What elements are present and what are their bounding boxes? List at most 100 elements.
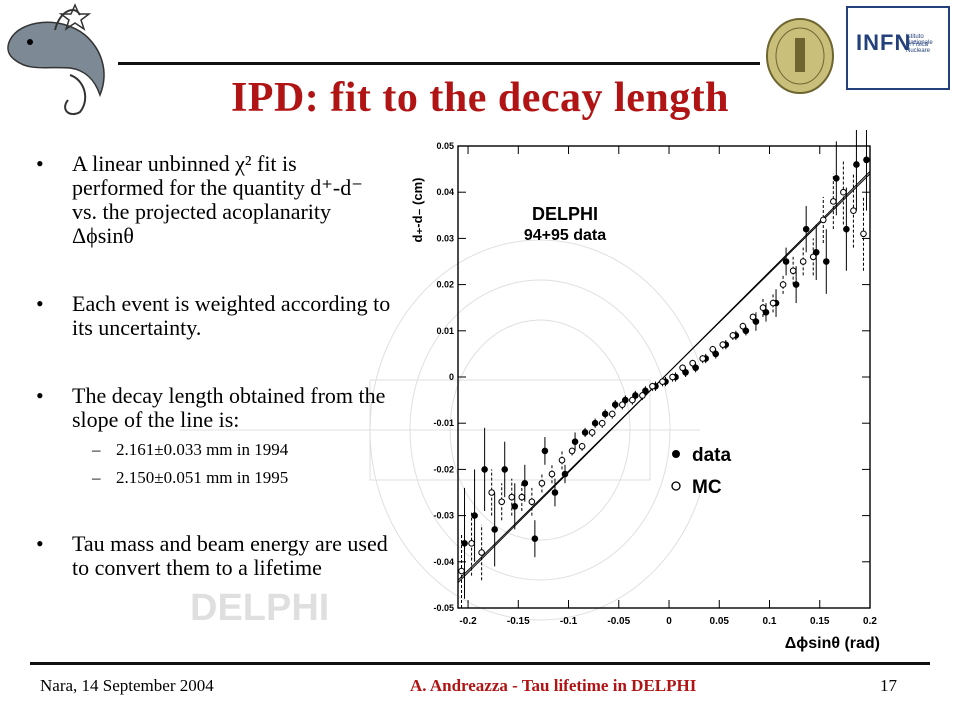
mc-point xyxy=(789,267,797,275)
chart-ticks: -0.2 -0.15 -0.1 -0.05 0 0.05 0.1 0.15 0.2 -0.05 -0… xyxy=(433,141,877,627)
y-tick-label: 0.01 xyxy=(436,326,454,336)
chart-annotation-line1: DELPHI xyxy=(532,204,598,224)
y-tick-label: -0.03 xyxy=(433,511,454,521)
mc-point xyxy=(689,359,696,367)
mc-point xyxy=(498,498,506,506)
mc-point xyxy=(679,364,686,372)
chart-ylabel: d₊-d₋ (cm) xyxy=(410,178,425,243)
y-tick-label: -0.04 xyxy=(433,557,454,567)
x-tick-label: 0 xyxy=(666,616,672,627)
mc-point xyxy=(458,567,465,575)
mc-point xyxy=(749,313,757,321)
data-point xyxy=(521,479,529,487)
chart-fit-lines xyxy=(457,171,871,583)
legend-label-data: data xyxy=(692,445,732,466)
mc-point xyxy=(769,299,777,307)
bullet-dot: • xyxy=(36,291,44,316)
data-point xyxy=(863,156,870,164)
sub-bullet-dash: – xyxy=(92,440,101,459)
mc-point xyxy=(830,198,837,205)
y-tick-label: 0.03 xyxy=(436,233,454,243)
detector-watermark: DELPHI xyxy=(180,239,700,629)
data-point xyxy=(481,466,488,473)
x-tick-label: -0.2 xyxy=(459,616,477,627)
chart-xlabel: Δϕsinθ (rad) xyxy=(785,635,880,652)
mc-point xyxy=(619,401,626,409)
data-point xyxy=(782,258,790,265)
mc-point xyxy=(860,230,867,238)
bullet-3-text: The decay length obtained from the slope… xyxy=(72,383,386,432)
mc-point xyxy=(488,489,495,496)
mc-point xyxy=(478,549,485,556)
data-point xyxy=(843,225,850,233)
mc-point xyxy=(629,396,636,404)
data-point xyxy=(853,161,860,168)
data-point xyxy=(601,410,609,418)
mc-point xyxy=(659,378,666,385)
data-point xyxy=(571,438,579,445)
seal-icon xyxy=(766,18,834,94)
data-point xyxy=(792,281,800,288)
bullet-1-text: A linear unbinned χ² fit is performed fo… xyxy=(72,151,363,248)
data-point xyxy=(591,419,599,427)
watermark-text: DELPHI xyxy=(190,587,329,629)
chart-points xyxy=(458,130,870,608)
footer-rule xyxy=(30,662,930,665)
decay-length-chart: -0.2 -0.15 -0.1 -0.05 0 0.05 0.1 0.15 0.2 -0.05 -0… xyxy=(410,130,880,652)
x-tick-label: 0.2 xyxy=(863,616,877,627)
mc-point xyxy=(719,341,727,348)
data-point xyxy=(812,248,820,256)
x-tick-label: -0.1 xyxy=(560,616,578,627)
legend-marker-mc xyxy=(671,481,681,491)
data-point xyxy=(551,489,559,496)
data-point xyxy=(822,258,830,265)
y-tick-label: 0.02 xyxy=(436,280,454,290)
mc-point xyxy=(508,493,516,501)
chart-annotation-line2: 94+95 data xyxy=(524,227,606,244)
mc-point xyxy=(729,332,737,339)
bullet-dot: • xyxy=(36,151,44,176)
mc-point xyxy=(699,355,706,362)
data-point xyxy=(642,387,649,395)
mc-point xyxy=(819,216,827,224)
x-tick-label: 0.1 xyxy=(763,616,777,627)
mc-point xyxy=(588,429,596,436)
x-tick-label: -0.05 xyxy=(607,616,630,627)
y-tick-label: -0.01 xyxy=(433,418,454,428)
legend-marker-data xyxy=(672,450,680,458)
data-point xyxy=(461,540,468,547)
dolphin-icon xyxy=(7,3,105,116)
data-point xyxy=(501,466,509,473)
y-tick-label: 0.05 xyxy=(436,141,454,151)
title-rule xyxy=(118,62,760,65)
bullet-dot: • xyxy=(36,531,44,556)
mc-point xyxy=(779,281,787,288)
infn-logo-sub2: di Fisica Nucleare xyxy=(906,42,931,54)
mc-point xyxy=(759,304,767,311)
mc-point xyxy=(608,410,616,418)
mc-point xyxy=(598,419,606,427)
mc-point xyxy=(528,498,536,506)
sub-bullet-1-text: 2.161±0.033 mm in 1994 xyxy=(116,440,289,459)
data-point xyxy=(491,526,498,533)
bullet-4-text: Tau mass and beam energy are used to con… xyxy=(72,531,388,580)
bullet-2-text: Each event is weighted according to its … xyxy=(72,291,391,340)
footer-date: Nara, 14 September 2004 xyxy=(40,676,214,695)
mc-point xyxy=(568,447,576,455)
mc-point xyxy=(850,207,857,214)
mc-point xyxy=(709,345,717,353)
data-point xyxy=(833,175,840,182)
slide-title: IPD: fit to the decay length xyxy=(230,75,730,121)
data-point xyxy=(581,429,589,436)
university-seal-logo xyxy=(764,16,836,96)
mc-point xyxy=(739,322,747,330)
legend-label-mc: MC xyxy=(692,477,722,498)
slide-number: 17 xyxy=(880,676,897,695)
bullet-dot: • xyxy=(36,383,44,408)
x-tick-label: -0.15 xyxy=(507,616,530,627)
data-point xyxy=(561,470,569,478)
y-tick-label: 0.04 xyxy=(436,187,454,197)
data-point xyxy=(802,225,810,233)
mc-point xyxy=(809,253,817,261)
data-point xyxy=(632,392,639,399)
